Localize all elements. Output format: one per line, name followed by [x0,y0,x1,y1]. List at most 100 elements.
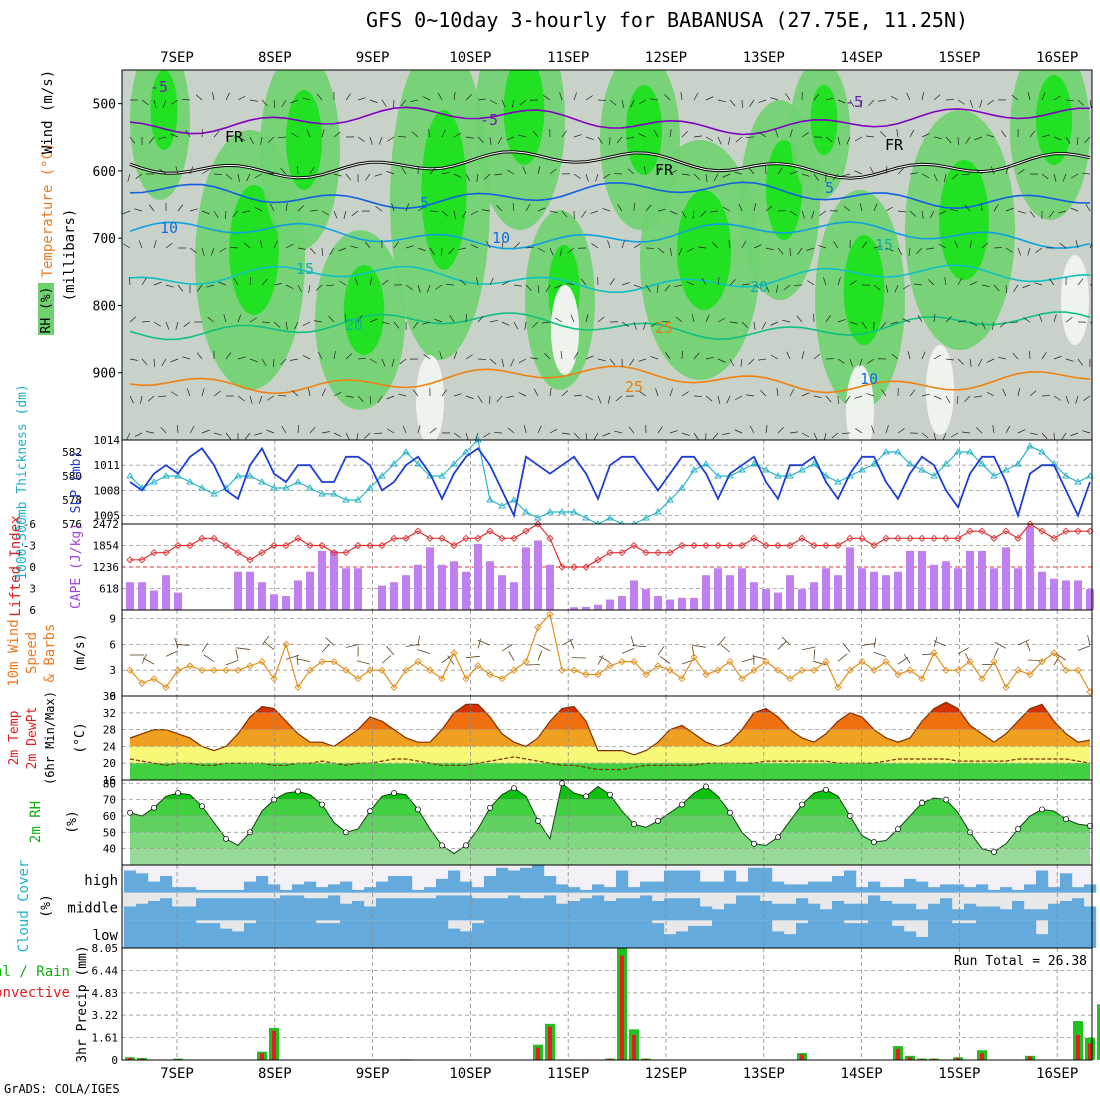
wind-barb [921,92,925,101]
wind-barb [1077,99,1085,106]
wind-barb [369,358,378,364]
cloud-low-bar-78 [1060,920,1073,948]
wind10-point-39 [594,670,602,679]
wind-barb [267,395,275,401]
li-point-65 [906,534,914,542]
rh2m-point-76 [1039,806,1045,813]
cloud-level-label-high: high [84,873,118,889]
wind-barb [513,284,522,287]
cloud-low-bar-62 [868,920,881,948]
wind-barb [1065,358,1074,362]
rh2m-point-48 [703,783,709,790]
cloud-low-bar-12 [268,920,281,948]
wind10-point-48 [702,670,710,679]
panel-labels: RH (%)Temperature (°C)Wind (m/s)(milliba… [0,70,90,1063]
cloud-low-bar-48 [700,925,713,948]
rh-legend-swatch [38,283,54,335]
wind10-point-72 [990,657,998,666]
wind-barb [629,358,635,366]
wind-barb [650,356,659,360]
wind-barb [957,277,963,286]
li-point-18 [342,549,350,557]
wind-barb [309,166,315,175]
cape-bar-31 [498,575,506,610]
cloud-high-bar-12 [268,884,281,893]
upper-temp-label: Temperature (°C) [40,143,56,278]
precip-label-2: Convective [0,985,70,1001]
wind-barb [880,321,887,329]
cape-bar-3 [162,575,170,610]
wind-barb [532,130,539,138]
wind10-point-9 [234,666,242,674]
wind-barb [225,352,232,360]
wind-barb [1059,242,1067,249]
wind10-point-0 [126,666,134,674]
thickness-tick-label-578: 578 [62,494,82,507]
wind-barb [717,358,726,363]
cloud-low-bar-16 [316,923,329,948]
wind-tick-label-9: 9 [109,613,116,626]
wind-barb [393,321,400,329]
date-label-bottom-2: 9SEP [356,1066,390,1082]
cloud-high-bar-56 [796,884,809,893]
wind-barb [1075,240,1079,249]
wind10-barb-29 [477,638,482,649]
wind-barb [129,395,134,404]
credit-text: GrADS: COLA/IGES [4,1082,120,1096]
cloud-low-bar-25 [424,920,437,948]
thickness-point-61 [858,466,866,473]
wind-barb [627,168,635,175]
cloud-high-bar-22 [388,876,401,893]
wind-barb [496,395,503,403]
wind-barb [560,351,563,360]
cloud-low-bar-75 [1024,920,1037,948]
cloud-high-bar-45 [664,870,677,893]
wind-barb [580,278,587,286]
wind-barb [807,280,815,286]
wind10-barb-22 [386,646,395,656]
wind-barb [357,357,366,360]
wind-barb [232,210,239,218]
wind-barb [1049,278,1055,286]
cloud-high-bar-35 [544,876,557,893]
wind-barb [783,284,791,291]
wind-barb [897,247,903,256]
wind-barb [950,432,959,438]
thickness-point-27 [450,460,458,467]
wind-barb [933,432,937,440]
wind-barb [987,99,995,105]
wind-barb [189,426,195,434]
rh-core-12 [343,265,385,355]
wind-barb [302,321,311,326]
pressure-tick-label-700: 700 [93,232,116,247]
wind-barb [363,432,371,439]
li-point-48 [702,541,710,550]
wind-barb [369,395,372,404]
cloud-high-bar-51 [736,881,749,893]
wind-barb [759,132,767,138]
cloud-high-bar-29 [472,887,485,893]
wind-barb [201,247,205,256]
wind-barb [770,354,779,360]
cape-bar-58 [822,568,830,610]
cloud-low-bar-42 [628,920,641,948]
wind10-barb-30 [477,639,491,646]
li-point-0 [126,556,134,564]
wind-barb [977,358,983,367]
li-point-71 [978,527,986,535]
cloud-high-bar-31 [496,867,509,893]
wind-barb [933,136,942,140]
cloud-middle-bar-18 [340,903,353,921]
li-point-14 [294,534,302,542]
wind-barb [549,168,557,175]
wind-barb [950,208,959,212]
wind-barb [861,321,867,329]
cloud-high-bar-59 [832,876,845,893]
wind10-point-74 [1014,666,1022,674]
cloud-high-bar-37 [568,887,581,893]
wind-barb [806,247,815,251]
li-point-15 [306,541,314,550]
cloud-high-bar-10 [244,881,257,893]
wind-barb [831,432,839,439]
wind-barb [921,393,930,397]
